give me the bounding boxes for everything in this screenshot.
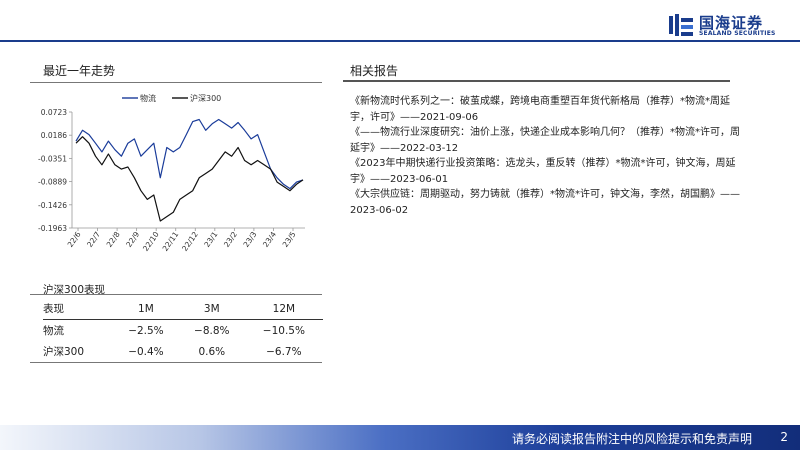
x-tick-label: 22/11 bbox=[161, 230, 181, 253]
report-item[interactable]: 《新物流时代系列之一：破茧成蝶，跨境电商重塑百年货代新格局（推荐）*物流*周延宇… bbox=[350, 96, 730, 123]
x-tick-label: 23/2 bbox=[222, 230, 239, 249]
table-bottom-rule bbox=[30, 362, 322, 363]
section-title-trend: 最近一年走势 bbox=[43, 64, 116, 78]
y-tick-label: 0.0186 bbox=[41, 131, 67, 140]
section-title-reports: 相关报告 bbox=[350, 64, 399, 78]
table-header-cell: 3M bbox=[178, 298, 245, 320]
report-item[interactable]: 《——物流行业深度研究：油价上涨，快递企业成本影响几何？（推荐）*物流*许可，周… bbox=[350, 127, 740, 154]
table-cell: −0.4% bbox=[128, 345, 164, 358]
section-divider-right bbox=[343, 80, 730, 82]
table-cell: −6.7% bbox=[266, 345, 302, 358]
footer-bar: 请务必阅读报告附注中的风险提示和免责声明 2 bbox=[0, 425, 800, 450]
table-header-cell: 表现 bbox=[43, 298, 113, 320]
x-tick-label: 23/5 bbox=[281, 230, 298, 249]
page-number: 2 bbox=[780, 430, 788, 444]
x-tick-label: 22/6 bbox=[66, 230, 83, 249]
brand-logo: 国海证券 SEALAND SECURITIES bbox=[668, 12, 792, 40]
table-cell: 沪深300 bbox=[43, 346, 85, 358]
x-tick-label: 22/7 bbox=[85, 230, 102, 249]
header-divider bbox=[0, 40, 800, 42]
y-tick-label: -0.1426 bbox=[38, 201, 67, 210]
brand-name-en: SEALAND SECURITIES bbox=[699, 30, 776, 37]
table-header-cell: 12M bbox=[244, 298, 323, 320]
sealand-logo-icon bbox=[669, 14, 693, 36]
x-tick-label: 23/3 bbox=[242, 230, 259, 249]
table-row: 沪深300 −0.4% 0.6% −6.7% bbox=[43, 341, 323, 362]
related-reports-list: 《新物流时代系列之一：破茧成蝶，跨境电商重塑百年货代新格局（推荐）*物流*周延宇… bbox=[350, 94, 740, 218]
y-tick-label: -0.1963 bbox=[38, 224, 67, 233]
x-tick-label: 22/12 bbox=[180, 230, 200, 253]
x-tick-label: 22/9 bbox=[124, 230, 141, 249]
brand-name-cn: 国海证券 bbox=[699, 14, 764, 32]
section-divider-left bbox=[30, 82, 322, 83]
report-item[interactable]: 《2023年中期快递行业投资策略：选龙头，重反转（推荐）*物流*许可，钟文海，周… bbox=[350, 158, 736, 185]
table-header-row: 表现 1M 3M 12M bbox=[43, 298, 323, 320]
x-tick-label: 23/4 bbox=[261, 230, 278, 249]
performance-table: 表现 1M 3M 12M 物流 −2.5% −8.8% −10.5% 沪深300… bbox=[43, 298, 323, 362]
legend-label: 物流 bbox=[140, 93, 156, 103]
trend-line-chart: 0.0723 0.0186 -0.0351 -0.0889 -0.1426 -0.1963… bbox=[38, 93, 305, 253]
y-tick-label: -0.0889 bbox=[38, 178, 67, 187]
table-top-rule bbox=[30, 294, 322, 295]
table-cell: −8.8% bbox=[194, 324, 230, 337]
y-tick-label: -0.0351 bbox=[38, 154, 67, 163]
footer-disclaimer: 请务必阅读报告附注中的风险提示和免责声明 bbox=[511, 432, 752, 446]
y-tick-label: 0.0723 bbox=[41, 108, 67, 117]
x-tick-label: 23/1 bbox=[202, 230, 219, 249]
table-cell: −2.5% bbox=[128, 324, 164, 337]
table-title: 沪深300表现 bbox=[43, 284, 106, 296]
table-cell: 物流 bbox=[43, 325, 64, 337]
legend-label: 沪深300 bbox=[190, 93, 221, 103]
series-line bbox=[75, 118, 304, 190]
table-header-cell: 1M bbox=[113, 298, 179, 320]
series-line bbox=[75, 136, 304, 222]
table-row: 物流 −2.5% −8.8% −10.5% bbox=[43, 320, 323, 342]
x-tick-label: 22/10 bbox=[141, 230, 161, 253]
x-tick-label: 22/8 bbox=[105, 230, 122, 249]
table-cell: −10.5% bbox=[262, 324, 305, 337]
table-cell: 0.6% bbox=[198, 345, 226, 358]
report-item[interactable]: 《大宗供应链：周期驱动，努力铸就（推荐）*物流*许可，钟文海，李然，胡国鹏》——… bbox=[350, 189, 740, 216]
